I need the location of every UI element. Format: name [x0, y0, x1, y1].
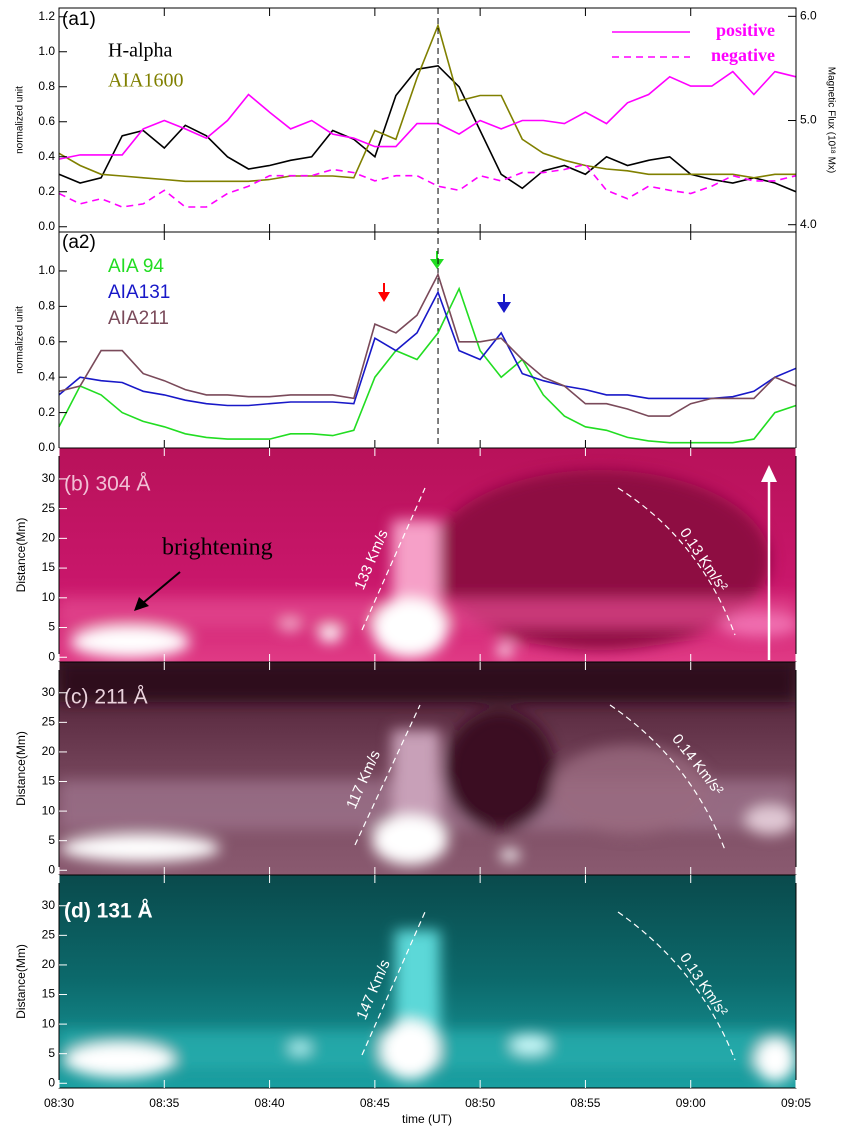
- y-tick-label: 5: [48, 833, 55, 847]
- panel-frame: [59, 232, 796, 448]
- y-tick-label: 5: [48, 620, 55, 634]
- panel-label: (c) 211 Å: [64, 686, 148, 709]
- y2-tick-label: 6.0: [800, 9, 817, 23]
- y-tick-label: 0.2: [38, 405, 55, 419]
- y-tick-label: 0.6: [38, 334, 55, 348]
- y-axis-label: Distance(Mm): [14, 944, 28, 1019]
- panel-label: (a1): [62, 9, 96, 30]
- y-axis-label: Distance(Mm): [14, 731, 28, 806]
- y-tick-label: 10: [42, 590, 56, 604]
- y-tick-label: 0.6: [38, 114, 55, 128]
- legend-label: AIA211: [108, 308, 169, 329]
- y-tick-label: 0: [48, 862, 55, 876]
- y-tick-label: 0: [48, 1075, 55, 1089]
- x-tick-label: 08:55: [570, 1096, 600, 1110]
- panel-label: (d) 131 Å: [64, 899, 153, 923]
- y-tick-label: 25: [42, 501, 56, 515]
- y-tick-label: 0.8: [38, 79, 55, 93]
- y-tick-label: 10: [42, 1016, 56, 1030]
- y-tick-label: 0: [48, 649, 55, 663]
- x-tick-label: 08:35: [149, 1096, 179, 1110]
- y-tick-label: 25: [42, 715, 56, 729]
- series-line: [59, 292, 796, 405]
- figure: (a1) (a2) (b) 304 Å (c) 211 Å (d) 131 Å …: [0, 0, 848, 1131]
- y-tick-label: 5: [48, 1046, 55, 1060]
- x-tick-label: 09:05: [781, 1096, 811, 1110]
- image-211: [59, 662, 796, 875]
- peak-arrows: [378, 251, 511, 313]
- panel-label: (a2): [62, 232, 96, 253]
- y-tick-label: 15: [42, 560, 56, 574]
- legend-label: positive: [716, 20, 775, 40]
- y-tick-label: 15: [42, 987, 56, 1001]
- y-axis-label: Distance(Mm): [14, 518, 28, 593]
- y-tick-label: 0.4: [38, 149, 55, 163]
- image-131: [59, 875, 796, 1088]
- y-tick-label: 30: [42, 685, 56, 699]
- x-tick-label: 09:00: [676, 1096, 706, 1110]
- y2-tick-label: 4.0: [800, 217, 817, 231]
- y-tick-label: 20: [42, 531, 56, 545]
- x-axis-label: time (UT): [402, 1112, 452, 1126]
- y2-tick-label: 5.0: [800, 113, 817, 127]
- y-tick-label: 30: [42, 471, 56, 485]
- y2-axis-label: Magnetic Flux (10¹⁸ Mx): [825, 67, 836, 173]
- legend-label: negative: [711, 45, 775, 65]
- legend-label: AIA1600: [108, 70, 184, 92]
- x-tick-label: 08:50: [465, 1096, 495, 1110]
- y-tick-label: 15: [42, 774, 56, 788]
- y-tick-label: 1.2: [38, 9, 55, 23]
- y-axis-label: normalized unit: [15, 306, 26, 374]
- legend-label: AIA 94: [108, 256, 164, 277]
- y-tick-label: 1.0: [38, 263, 55, 277]
- y-tick-label: 1.0: [38, 44, 55, 58]
- panel-label: (b) 304 Å: [64, 473, 150, 496]
- brightening-label: brightening: [162, 535, 273, 561]
- y-tick-label: 20: [42, 744, 56, 758]
- y-tick-label: 0.2: [38, 184, 55, 198]
- legend-label: AIA131: [108, 282, 170, 303]
- y-tick-label: 25: [42, 928, 56, 942]
- y-axis-label: normalized unit: [15, 86, 26, 154]
- y-tick-label: 20: [42, 957, 56, 971]
- y-tick-label: 0.8: [38, 299, 55, 313]
- legend-label: H-alpha: [108, 40, 173, 62]
- y-tick-label: 30: [42, 898, 56, 912]
- y-tick-label: 0.4: [38, 369, 55, 383]
- x-tick-label: 08:40: [255, 1096, 285, 1110]
- x-tick-label: 08:45: [360, 1096, 390, 1110]
- y-tick-label: 10: [42, 803, 56, 817]
- x-tick-label: 08:30: [44, 1096, 74, 1110]
- y-tick-label: 0.0: [38, 219, 55, 233]
- y-tick-label: 0.0: [38, 440, 55, 454]
